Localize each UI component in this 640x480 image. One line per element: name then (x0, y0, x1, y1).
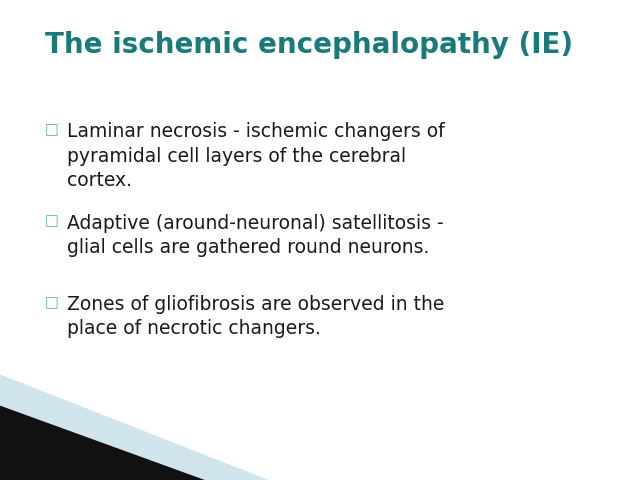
Text: The ischemic encephalopathy (IE): The ischemic encephalopathy (IE) (45, 31, 573, 59)
Text: Adaptive (around-neuronal) satellitosis -
glial cells are gathered round neurons: Adaptive (around-neuronal) satellitosis … (67, 214, 444, 257)
Text: □: □ (45, 214, 59, 228)
Text: □: □ (45, 295, 59, 310)
Polygon shape (0, 406, 205, 480)
Text: Laminar necrosis - ischemic changers of
pyramidal cell layers of the cerebral
co: Laminar necrosis - ischemic changers of … (67, 122, 445, 190)
Text: □: □ (45, 122, 59, 137)
Polygon shape (0, 374, 269, 480)
Text: Zones of gliofibrosis are observed in the
place of necrotic changers.: Zones of gliofibrosis are observed in th… (67, 295, 445, 338)
